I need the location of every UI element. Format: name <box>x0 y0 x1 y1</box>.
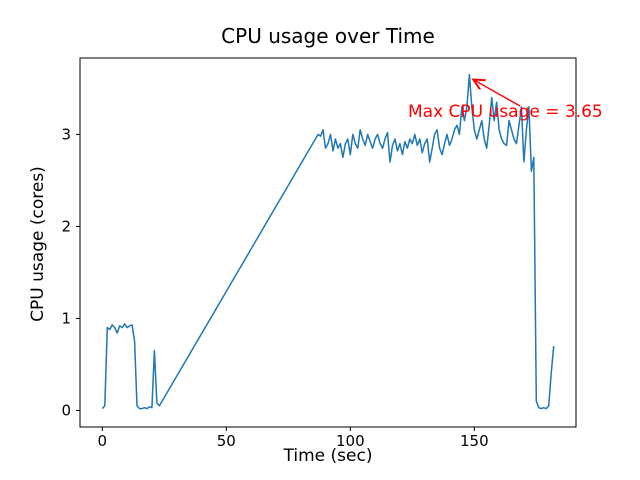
x-tick-label: 100 <box>336 432 365 450</box>
x-axis-label: Time (sec) <box>283 446 373 466</box>
y-tick-label: 2 <box>61 217 71 235</box>
chart-title: CPU usage over Time <box>221 24 435 48</box>
x-tick-label: 0 <box>98 432 108 450</box>
y-tick-label: 1 <box>61 309 71 327</box>
y-tick-label: 3 <box>61 125 71 143</box>
cpu-usage-line <box>101 73 555 410</box>
plot-border <box>79 57 577 428</box>
y-axis-label: CPU usage (cores) <box>28 166 48 322</box>
max-cpu-annotation: Max CPU usage = 3.65 <box>408 102 603 122</box>
x-tick-label: 50 <box>217 432 236 450</box>
x-tick-label: 150 <box>460 432 489 450</box>
annotation-arrow <box>473 80 521 107</box>
y-tick-label: 0 <box>61 401 71 419</box>
